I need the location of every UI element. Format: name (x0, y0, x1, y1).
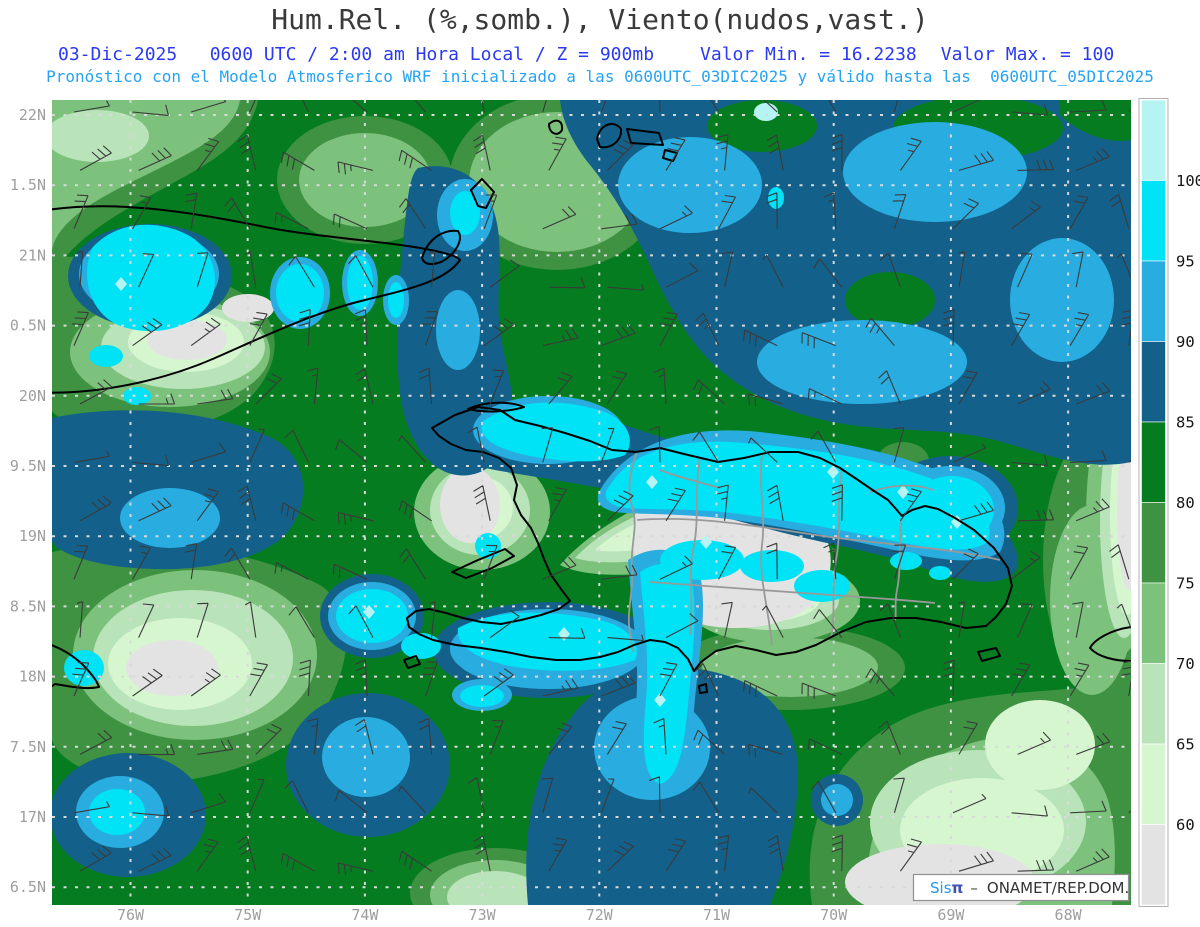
colorbar-tick-label: 70 (1176, 655, 1195, 673)
chart-subtitle-line1: 03-Dic-2025 0600 UTC / 2:00 am Hora Loca… (58, 44, 1114, 65)
value-max-label: Valor Max. = 100 (940, 44, 1115, 65)
y-tick-label: 22N (19, 106, 46, 124)
colorbar-swatch (1141, 180, 1166, 262)
y-tick-label: 20N (19, 387, 46, 405)
colorbar-tick-label: 60 (1176, 816, 1195, 834)
colorbar-swatch (1141, 99, 1166, 181)
x-axis-labels: 76W 75W 74W 73W 72W 71W 70W 69W 68W (117, 906, 1083, 924)
colorbar-swatch (1141, 502, 1166, 584)
humidity-field (52, 100, 1131, 905)
colorbar-swatch (1141, 743, 1166, 825)
colorbar-swatch (1141, 582, 1166, 664)
colorbar-tick-label: 85 (1176, 414, 1195, 432)
colorbar-tick-label: 95 (1176, 253, 1195, 271)
value-min-label: Valor Min. = 16.2238 (700, 44, 917, 65)
colorbar-swatch (1141, 824, 1166, 906)
colorbar-swatch (1141, 260, 1166, 342)
credit-separator: – (970, 879, 978, 897)
colorbar-tick-label: 90 (1176, 333, 1195, 351)
admin-borders (627, 451, 1001, 653)
coastlines (52, 119, 1131, 694)
x-tick-label: 72W (586, 906, 614, 924)
y-tick-label: 0.5N (10, 317, 46, 335)
y-tick-label: 21N (19, 246, 46, 264)
credit-box: Sisπ – ONAMET/REP.DOM. (912, 873, 1129, 902)
colorbar-tick-label: 80 (1176, 494, 1195, 512)
humidity-band-above-100 (115, 103, 963, 707)
colorbar-legend: 100 95 90 85 80 75 70 65 60 (1138, 98, 1200, 907)
x-tick-label: 71W (703, 906, 731, 924)
y-tick-label: 1.5N (10, 176, 46, 194)
valid-datetime-label: 03-Dic-2025 0600 UTC / 2:00 am Hora Loca… (58, 44, 655, 65)
y-tick-label: 8.5N (10, 597, 46, 615)
humidity-band-95-100 (64, 187, 994, 835)
credit-org: ONAMET/REP.DOM. (987, 879, 1129, 897)
chart-title: Hum.Rel. (%,somb.), Viento(nudos,vast.) (271, 3, 929, 36)
y-tick-label: 18N (19, 668, 46, 686)
y-tick-label: 9.5N (10, 457, 46, 475)
y-tick-label: 19N (19, 527, 46, 545)
chart-subtitle-line2: Pronóstico con el Modelo Atmosferico WRF… (46, 67, 1154, 86)
x-tick-label: 73W (469, 906, 497, 924)
x-tick-label: 75W (234, 906, 262, 924)
x-tick-label: 74W (351, 906, 379, 924)
gridlines (52, 100, 1131, 905)
wind-barbs-layer (72, 100, 1131, 876)
x-tick-label: 76W (117, 906, 145, 924)
colorbar-tick-label: 75 (1176, 575, 1195, 593)
y-tick-label: 7.5N (10, 738, 46, 756)
y-tick-label: 17N (19, 808, 46, 826)
pi-symbol: π (952, 879, 964, 897)
y-tick-label: 6.5N (10, 878, 46, 896)
x-tick-label: 68W (1055, 906, 1083, 924)
credit-brand-prefix: Sis (930, 879, 952, 897)
colorbar-swatch (1141, 663, 1166, 745)
credit-text: Sisπ – ONAMET/REP.DOM. (930, 879, 1129, 897)
colorbar-tick-label: 100 (1176, 172, 1200, 190)
colorbar-swatch (1141, 421, 1166, 503)
colorbar-swatch (1141, 341, 1166, 423)
x-tick-label: 70W (820, 906, 848, 924)
colorbar-tick-label: 65 (1176, 736, 1195, 754)
y-axis-labels: 22N 1.5N 21N 0.5N 20N 9.5N 19N 8.5N 18N 7.5N 17N 6.… (10, 106, 46, 896)
x-tick-label: 69W (937, 906, 965, 924)
